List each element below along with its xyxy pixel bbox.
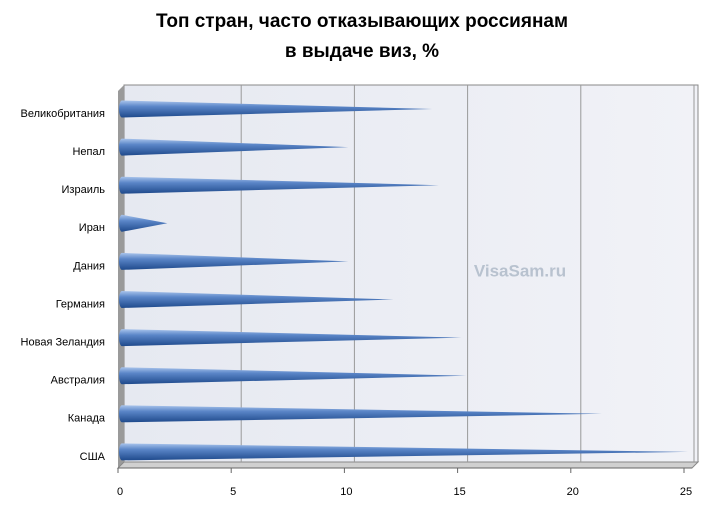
bar (119, 176, 439, 194)
bar (119, 367, 467, 385)
chart-title: Топ стран, часто отказывающих россиянам (156, 11, 568, 32)
x-tick-label: 5 (230, 486, 236, 498)
y-tick-label: Иран (79, 222, 105, 234)
x-tick-label: 10 (340, 486, 352, 498)
y-tick-label: Великобритания (21, 108, 106, 120)
plot-back-wall (123, 84, 699, 463)
watermark: VisaSam.ru (474, 261, 566, 280)
plot-floor (116, 461, 700, 469)
y-tick-label: США (80, 451, 106, 463)
y-tick-label: Дания (73, 260, 105, 272)
y-tick-label: Израиль (62, 184, 106, 196)
y-tick-label: Непал (72, 146, 105, 158)
y-tick-label: Австралия (51, 375, 105, 387)
x-tick-label: 0 (117, 486, 123, 498)
chart-title: в выдаче виз, % (285, 41, 439, 62)
bar (119, 138, 349, 156)
bar (119, 443, 688, 461)
bar (119, 405, 602, 423)
y-tick-label: Канада (68, 413, 106, 425)
bar (119, 291, 394, 308)
bar (119, 329, 462, 347)
x-tick-label: 25 (680, 486, 692, 498)
y-tick-label: Германия (56, 298, 105, 310)
bar (119, 214, 168, 232)
x-tick-label: 15 (453, 486, 465, 498)
x-tick-label: 20 (567, 486, 579, 498)
bar (119, 100, 433, 118)
bar (119, 252, 349, 270)
y-tick-label: Новая Зеландия (21, 337, 105, 349)
